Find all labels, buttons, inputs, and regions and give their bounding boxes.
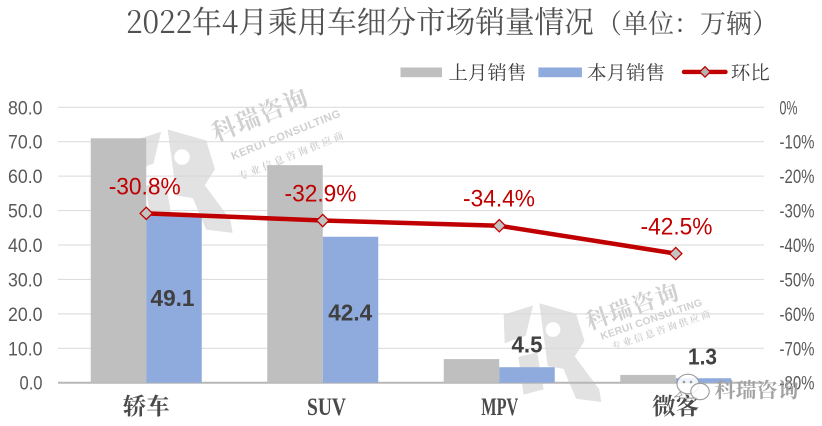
svg-text:-40%: -40% — [780, 236, 815, 257]
svg-text:0.0: 0.0 — [20, 374, 43, 395]
svg-text:50.0: 50.0 — [8, 202, 43, 223]
svg-text:-42.5%: -42.5% — [641, 214, 713, 241]
svg-text:30.0: 30.0 — [8, 270, 43, 291]
svg-text:20.0: 20.0 — [8, 305, 43, 326]
svg-text:SUV: SUV — [307, 394, 346, 421]
svg-text:0%: 0% — [780, 98, 798, 119]
svg-text:40.0: 40.0 — [8, 236, 43, 257]
svg-text:-20%: -20% — [780, 167, 815, 188]
svg-text:-32.9%: -32.9% — [285, 181, 357, 208]
svg-text:MPV: MPV — [481, 394, 518, 421]
svg-text:42.4: 42.4 — [328, 300, 372, 326]
svg-text:80.0: 80.0 — [8, 98, 43, 119]
svg-text:10.0: 10.0 — [8, 339, 43, 360]
svg-text:-60%: -60% — [780, 305, 815, 326]
svg-text:49.1: 49.1 — [151, 285, 195, 311]
svg-text:-10%: -10% — [780, 133, 815, 154]
svg-text:4.5: 4.5 — [512, 331, 543, 357]
svg-text:60.0: 60.0 — [8, 167, 43, 188]
svg-text:1.3: 1.3 — [688, 344, 717, 370]
svg-text:KERUI CONSULTING: KERUI CONSULTING — [230, 108, 343, 163]
svg-text:-50%: -50% — [780, 270, 815, 291]
svg-text:70.0: 70.0 — [8, 133, 43, 154]
svg-text:-70%: -70% — [780, 339, 815, 360]
svg-text:-30%: -30% — [780, 202, 815, 223]
svg-text:-34.4%: -34.4% — [463, 186, 535, 213]
svg-text:-30.8%: -30.8% — [109, 173, 181, 200]
